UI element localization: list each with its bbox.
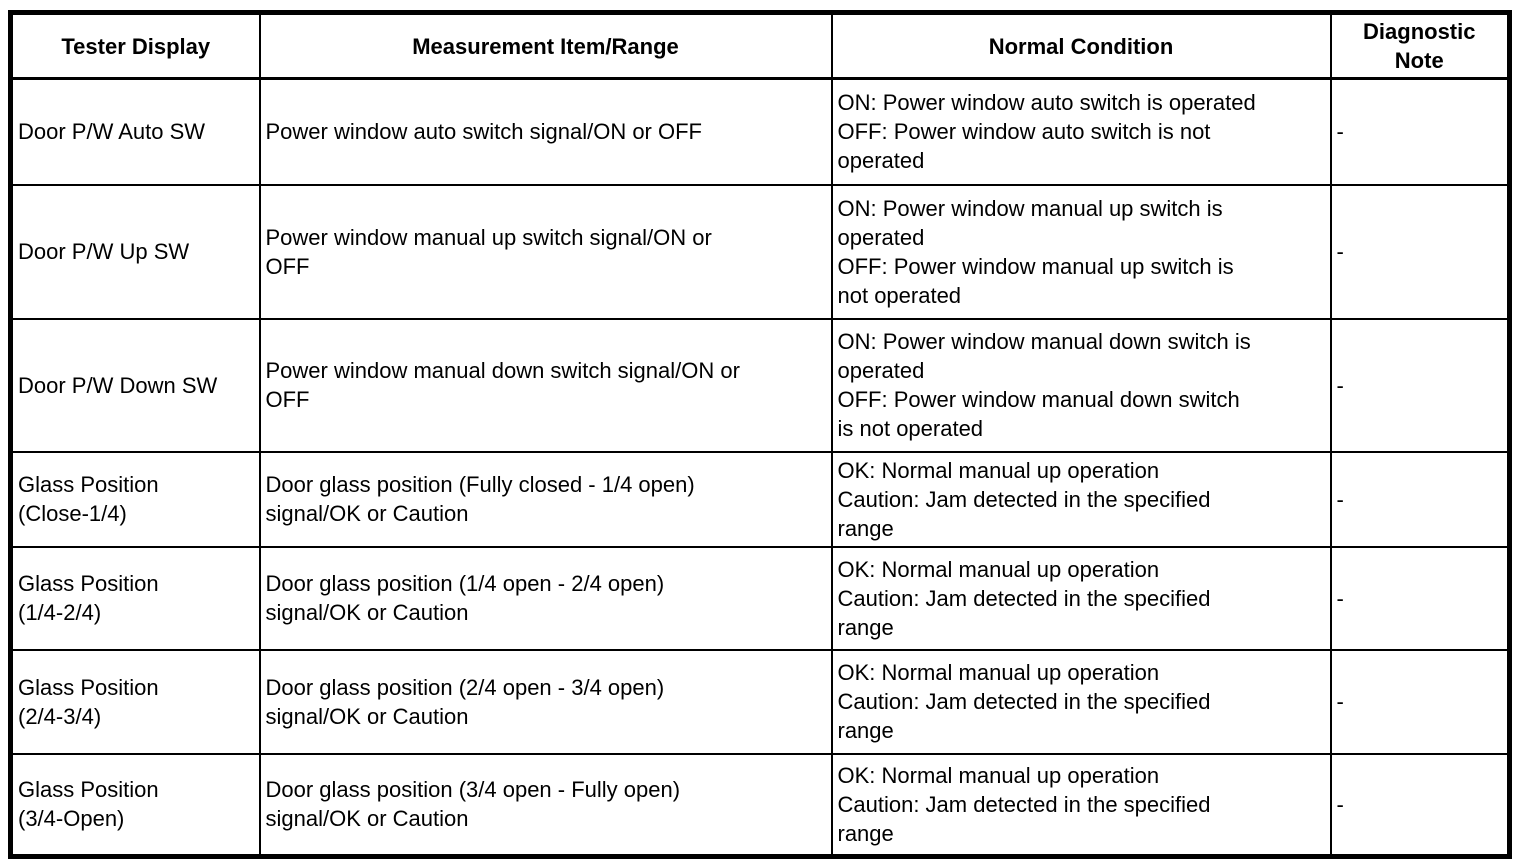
cell-diagnostic-note: - xyxy=(1329,183,1511,320)
cell-measurement: Power window manual down switch signal/O… xyxy=(258,317,833,453)
cell-normal-condition: ON: Power window manual up switch is ope… xyxy=(830,183,1332,320)
column-header-normal-condition: Normal Condition xyxy=(830,11,1332,80)
cell-tester-display: Glass Position (3/4-Open) xyxy=(9,752,261,858)
cell-tester-display: Door P/W Up SW xyxy=(9,183,261,320)
cell-diagnostic-note: - xyxy=(1329,545,1511,651)
column-header-diagnostic-note: Diagnostic Note xyxy=(1329,11,1511,80)
cell-diagnostic-note: - xyxy=(1329,648,1511,755)
table-row: Door P/W Down SW Power window manual dow… xyxy=(9,317,1511,453)
cell-tester-display: Glass Position (2/4-3/4) xyxy=(9,648,261,755)
cell-measurement: Door glass position (Fully closed - 1/4 … xyxy=(258,450,833,548)
table-header-row: Tester Display Measurement Item/Range No… xyxy=(9,11,1511,80)
cell-measurement: Power window manual up switch signal/ON … xyxy=(258,183,833,320)
column-header-measurement-item-range: Measurement Item/Range xyxy=(258,11,833,80)
cell-tester-display: Door P/W Auto SW xyxy=(9,77,261,186)
cell-diagnostic-note: - xyxy=(1329,752,1511,858)
cell-diagnostic-note: - xyxy=(1329,77,1511,186)
table-row: Door P/W Auto SW Power window auto switc… xyxy=(9,77,1511,186)
cell-diagnostic-note: - xyxy=(1329,450,1511,548)
cell-normal-condition: OK: Normal manual up operation Caution: … xyxy=(830,648,1332,755)
cell-measurement: Door glass position (1/4 open - 2/4 open… xyxy=(258,545,833,651)
cell-normal-condition: OK: Normal manual up operation Caution: … xyxy=(830,752,1332,858)
cell-tester-display: Glass Position (1/4-2/4) xyxy=(9,545,261,651)
cell-measurement: Door glass position (2/4 open - 3/4 open… xyxy=(258,648,833,755)
cell-measurement: Power window auto switch signal/ON or OF… xyxy=(258,77,833,186)
cell-tester-display: Glass Position (Close-1/4) xyxy=(9,450,261,548)
table-row: Glass Position (3/4-Open) Door glass pos… xyxy=(9,752,1511,858)
table-row: Door P/W Up SW Power window manual up sw… xyxy=(9,183,1511,320)
cell-normal-condition: OK: Normal manual up operation Caution: … xyxy=(830,545,1332,651)
table-row: Glass Position (1/4-2/4) Door glass posi… xyxy=(9,545,1511,651)
column-header-tester-display: Tester Display xyxy=(9,11,261,80)
cell-diagnostic-note: - xyxy=(1329,317,1511,453)
table-row: Glass Position (Close-1/4) Door glass po… xyxy=(9,450,1511,548)
cell-normal-condition: ON: Power window auto switch is operated… xyxy=(830,77,1332,186)
cell-normal-condition: ON: Power window manual down switch is o… xyxy=(830,317,1332,453)
cell-normal-condition: OK: Normal manual up operation Caution: … xyxy=(830,450,1332,548)
diagnostic-data-table: Tester Display Measurement Item/Range No… xyxy=(8,10,1512,859)
cell-measurement: Door glass position (3/4 open - Fully op… xyxy=(258,752,833,858)
table-row: Glass Position (2/4-3/4) Door glass posi… xyxy=(9,648,1511,755)
cell-tester-display: Door P/W Down SW xyxy=(9,317,261,453)
